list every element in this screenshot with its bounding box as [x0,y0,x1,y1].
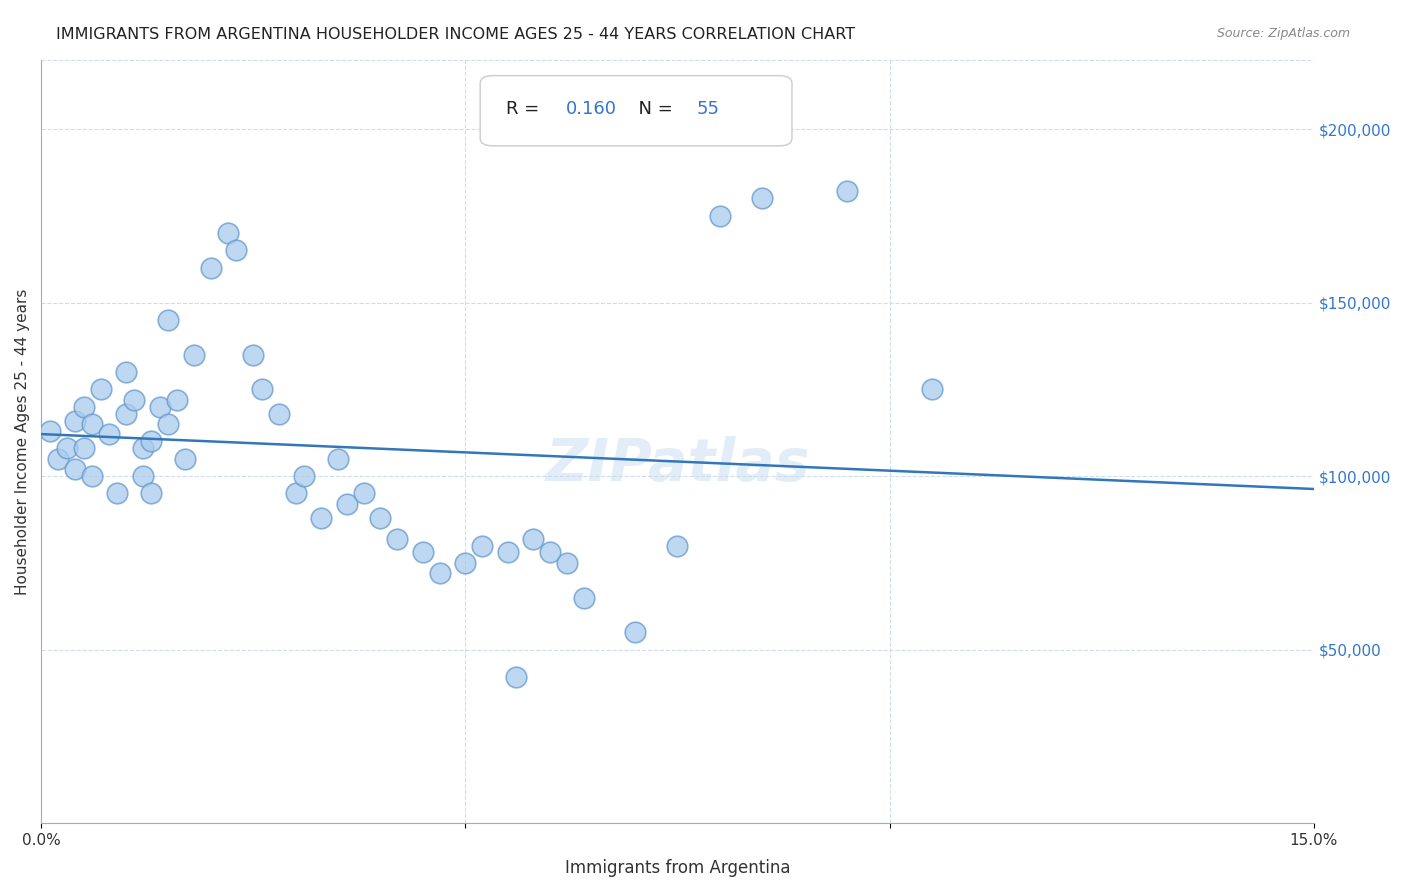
Point [174,451,197,466]
Point [429,566,451,581]
Point [63,462,86,476]
Point [46,451,69,466]
Text: 55: 55 [696,100,720,119]
Point [522,532,544,546]
Point [353,486,375,500]
Text: ZIPatlas: ZIPatlas [546,436,810,492]
Point [149,400,172,414]
Point [555,556,578,570]
Point [63,413,86,427]
Point [284,486,307,500]
Point [89,382,111,396]
Point [326,451,349,466]
Text: N =: N = [627,100,678,119]
Point [55,442,77,456]
FancyBboxPatch shape [481,76,792,146]
Point [292,469,315,483]
Point [572,591,595,605]
Point [250,382,273,396]
Y-axis label: Householder Income Ages 25 - 44 years: Householder Income Ages 25 - 44 years [15,288,30,595]
Point [538,545,561,559]
Point [217,226,239,240]
Point [80,469,103,483]
Point [72,442,94,456]
Point [225,244,247,258]
Point [98,427,121,442]
Point [505,670,527,684]
Point [157,313,180,327]
Point [183,348,205,362]
Point [141,486,163,500]
Point [242,348,264,362]
Point [132,442,155,456]
Point [666,539,689,553]
Point [309,510,332,524]
Point [166,392,188,407]
Point [751,191,773,205]
Point [132,469,155,483]
X-axis label: Immigrants from Argentina: Immigrants from Argentina [565,859,790,877]
Point [80,417,103,431]
Point [124,392,146,407]
Text: Source: ZipAtlas.com: Source: ZipAtlas.com [1216,27,1350,40]
Point [921,382,943,396]
Point [412,545,434,559]
Point [38,424,60,438]
Point [837,185,859,199]
Point [115,365,138,379]
Point [471,539,494,553]
Text: IMMIGRANTS FROM ARGENTINA HOUSEHOLDER INCOME AGES 25 - 44 YEARS CORRELATION CHAR: IMMIGRANTS FROM ARGENTINA HOUSEHOLDER IN… [56,27,855,42]
Point [709,209,731,223]
Point [496,545,519,559]
Point [200,260,222,275]
Point [387,532,409,546]
Point [370,510,392,524]
Point [624,625,647,640]
Point [335,497,357,511]
Text: R =: R = [506,100,544,119]
Text: 0.160: 0.160 [565,100,616,119]
Point [267,407,290,421]
Point [107,486,129,500]
Point [157,417,180,431]
Point [454,556,477,570]
Point [141,434,163,449]
Point [72,400,94,414]
Point [115,407,138,421]
